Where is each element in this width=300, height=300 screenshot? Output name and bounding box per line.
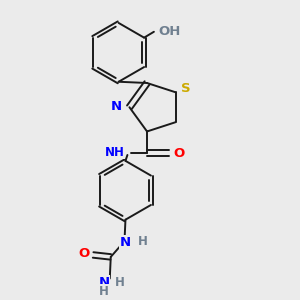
Text: S: S [182,82,191,95]
Text: NH: NH [105,146,124,158]
Text: N: N [120,236,131,249]
Text: H: H [115,276,124,289]
Text: N: N [98,276,110,289]
Text: H: H [99,285,109,298]
Text: O: O [78,248,89,260]
Text: O: O [173,146,185,160]
Text: N: N [110,100,122,113]
Text: OH: OH [159,25,181,38]
Text: H: H [138,235,148,248]
